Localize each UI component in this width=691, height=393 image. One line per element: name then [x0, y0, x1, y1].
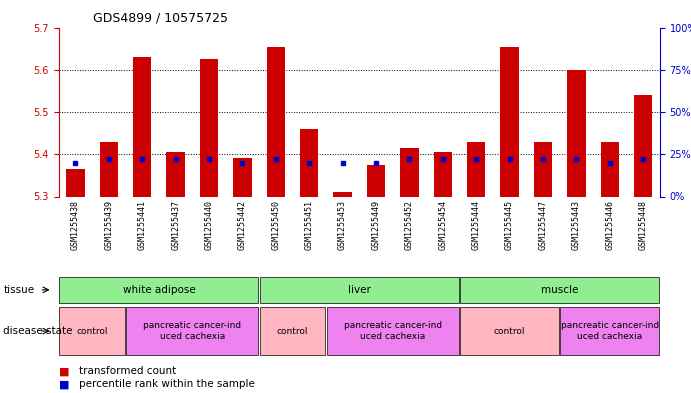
Bar [260, 307, 325, 355]
Bar [434, 152, 452, 196]
Bar [334, 192, 352, 196]
Bar [260, 277, 459, 303]
Text: GSM1255437: GSM1255437 [171, 200, 180, 250]
Bar [327, 307, 459, 355]
Text: pancreatic cancer-ind
uced cachexia: pancreatic cancer-ind uced cachexia [560, 321, 659, 341]
Text: control: control [277, 327, 308, 336]
Bar [567, 70, 585, 196]
Text: control: control [77, 327, 108, 336]
Text: GDS4899 / 10575725: GDS4899 / 10575725 [93, 12, 228, 25]
Bar [59, 277, 258, 303]
Text: GSM1255445: GSM1255445 [505, 200, 514, 250]
Text: GSM1255442: GSM1255442 [238, 200, 247, 250]
Text: liver: liver [348, 285, 371, 295]
Bar [100, 141, 118, 196]
Bar [267, 46, 285, 196]
Text: GSM1255450: GSM1255450 [272, 200, 281, 250]
Text: GSM1255448: GSM1255448 [638, 200, 647, 250]
Text: GSM1255453: GSM1255453 [338, 200, 347, 250]
Bar [126, 307, 258, 355]
Text: muscle: muscle [541, 285, 578, 295]
Text: GSM1255438: GSM1255438 [71, 200, 80, 250]
Bar [167, 152, 184, 196]
Bar [634, 95, 652, 196]
Text: ■: ■ [59, 379, 69, 389]
Text: pancreatic cancer-ind
uced cachexia: pancreatic cancer-ind uced cachexia [343, 321, 442, 341]
Bar [467, 141, 485, 196]
Bar [534, 141, 552, 196]
Text: transformed count: transformed count [79, 366, 177, 376]
Text: GSM1255451: GSM1255451 [305, 200, 314, 250]
Text: disease state: disease state [3, 326, 73, 336]
Bar [300, 129, 319, 196]
Bar [460, 277, 659, 303]
Bar [367, 165, 385, 196]
Bar [600, 141, 619, 196]
Bar [400, 148, 419, 196]
Text: GSM1255440: GSM1255440 [205, 200, 214, 250]
Bar [200, 59, 218, 196]
Text: GSM1255441: GSM1255441 [138, 200, 146, 250]
Text: white adipose: white adipose [122, 285, 196, 295]
Text: GSM1255452: GSM1255452 [405, 200, 414, 250]
Text: GSM1255443: GSM1255443 [572, 200, 581, 250]
Text: GSM1255454: GSM1255454 [438, 200, 447, 250]
Text: GSM1255444: GSM1255444 [472, 200, 481, 250]
Bar [133, 57, 151, 196]
Text: tissue: tissue [3, 285, 35, 295]
Bar [234, 158, 252, 196]
Text: pancreatic cancer-ind
uced cachexia: pancreatic cancer-ind uced cachexia [143, 321, 241, 341]
Bar [460, 307, 559, 355]
Text: GSM1255446: GSM1255446 [605, 200, 614, 250]
Text: GSM1255439: GSM1255439 [104, 200, 113, 250]
Text: GSM1255449: GSM1255449 [372, 200, 381, 250]
Text: ■: ■ [59, 366, 69, 376]
Bar [66, 169, 84, 196]
Text: GSM1255447: GSM1255447 [538, 200, 547, 250]
Bar [59, 307, 125, 355]
Bar [500, 46, 519, 196]
Text: control: control [494, 327, 525, 336]
Text: percentile rank within the sample: percentile rank within the sample [79, 379, 256, 389]
Bar [560, 307, 659, 355]
